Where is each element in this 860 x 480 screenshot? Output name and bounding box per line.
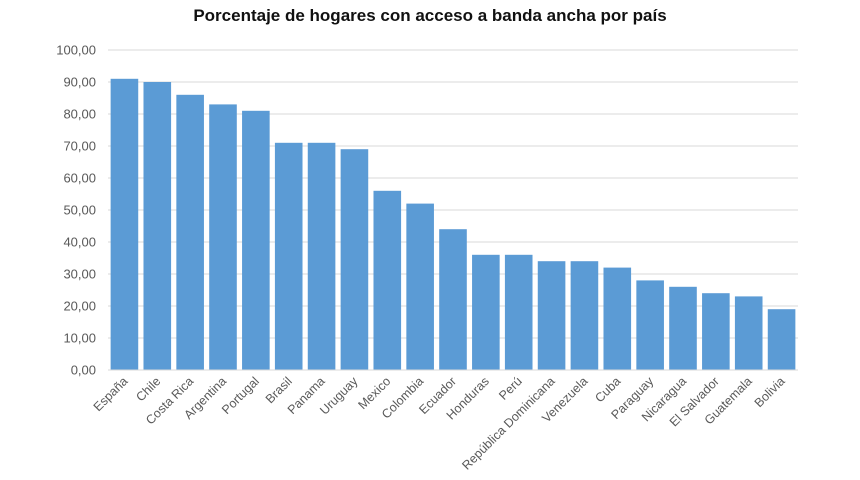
y-tick-label: 10,00 — [63, 331, 96, 346]
bar-rep-blica-dominicana — [537, 261, 566, 370]
chart-title: Porcentaje de hogares con acceso a banda… — [193, 6, 667, 25]
bar-ecuador — [439, 229, 467, 370]
bar-chile — [143, 82, 172, 370]
x-category-label: Perú — [496, 374, 525, 403]
bar-honduras — [472, 254, 500, 370]
bar-brasil — [274, 142, 303, 370]
bar-espa-a — [110, 78, 139, 371]
bar-per- — [504, 254, 533, 370]
bar-costa-rica — [176, 94, 204, 371]
bar-portugal — [242, 110, 270, 371]
bar-guatemala — [734, 296, 763, 370]
bars — [110, 78, 796, 371]
x-category-label: Bolivia — [752, 374, 788, 410]
bar-uruguay — [340, 149, 369, 370]
bar-el-salvador — [702, 293, 730, 370]
y-tick-label: 70,00 — [63, 139, 96, 154]
x-category-label: España — [91, 374, 131, 414]
bar-bolivia — [767, 309, 796, 370]
bar-nicaragua — [669, 286, 697, 370]
y-tick-label: 50,00 — [63, 203, 96, 218]
bar-paraguay — [636, 280, 664, 370]
bar-cuba — [603, 267, 632, 370]
bar-colombia — [406, 203, 434, 370]
y-tick-label: 20,00 — [63, 299, 96, 314]
y-axis-tick-labels: 0,00 10,00 20,00 30,00 40,00 50,00 60,00 70,00 8… — [56, 43, 96, 378]
y-tick-label: 0,00 — [71, 363, 96, 378]
x-category-label: Chile — [133, 374, 163, 404]
bar-mexico — [373, 190, 402, 370]
bar-venezuela — [570, 261, 599, 370]
y-tick-label: 80,00 — [63, 107, 96, 122]
bar-argentina — [209, 104, 237, 371]
y-tick-label: 40,00 — [63, 235, 96, 250]
y-tick-label: 100,00 — [56, 43, 96, 58]
y-tick-label: 60,00 — [63, 171, 96, 186]
bar-panama — [307, 142, 336, 370]
y-tick-label: 30,00 — [63, 267, 96, 282]
y-tick-label: 90,00 — [63, 75, 96, 90]
